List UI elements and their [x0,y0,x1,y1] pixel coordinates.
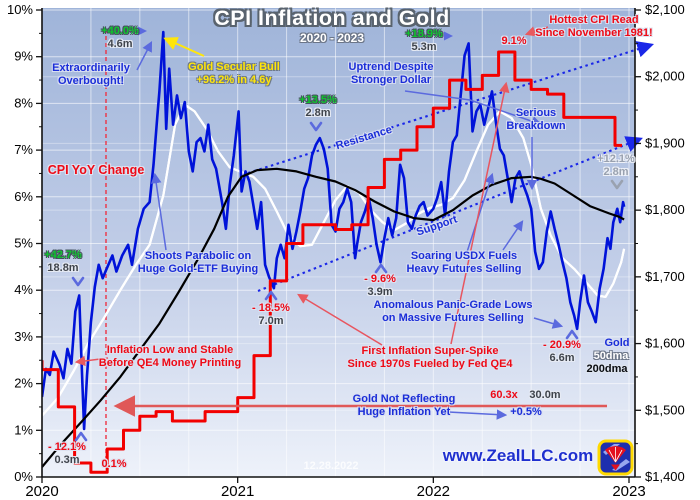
axis-tick-label: $1,800 [645,202,685,217]
annotation-arrow [151,172,167,251]
annotation-arrow [466,172,495,253]
axis-tick-label: $1,400 [645,469,685,484]
axis-tick-label: 10% [7,2,33,17]
axis-tick-label: 7% [14,142,33,157]
cpi-yoy-step-line [42,50,622,474]
annotation-arrow [404,90,543,127]
annotation-arrow [136,41,153,71]
pointer-icon [74,431,88,442]
pointer-icon [565,329,579,340]
gold-200dma-line [42,167,625,468]
axis-tick-label: $1,600 [645,336,685,351]
axis-tick-label: $1,900 [645,135,685,150]
axis-tick-label: 2023 [612,483,645,500]
annotation-arrow [297,293,383,346]
axis-tick-label: 2021 [221,483,254,500]
annotation-arrow [502,220,524,251]
support-trendline [257,136,643,292]
zeal-logo-icon[interactable] [597,439,634,476]
annotation-arrow [447,409,508,420]
axis-tick-label: 6% [14,189,33,204]
axis-tick-label: 5% [14,236,33,251]
annotation-arrow [450,81,510,345]
axis-tick-label: 3% [14,329,33,344]
pointer-icon [374,263,388,274]
axis-tick-label: 2020 [25,483,58,500]
annotation-arrow [74,355,109,367]
axis-tick-label: $1,700 [645,269,685,284]
pointer-icon [309,121,323,132]
pointer-icon [610,179,624,190]
axis-tick-label: 0% [14,469,33,484]
axis-tick-label: $1,500 [645,402,685,417]
pointer-icon [71,276,85,287]
gold-price-line [42,30,626,431]
axis-tick-label: 2% [14,376,33,391]
axis-tick-label: 4% [14,282,33,297]
axis-tick-label: 9% [14,49,33,64]
pointer-icon [264,290,278,301]
axis-tick-label: $2,000 [645,69,685,84]
axis-tick-label: 1% [14,422,33,437]
pointer-icon [444,31,453,41]
annotation-arrow [533,317,564,329]
axis-tick-label: 8% [14,95,33,110]
pointer-icon [138,26,147,36]
axis-tick-label: 2022 [417,483,450,500]
annotation-arrow [524,26,549,37]
series-layer [42,30,626,474]
annotation-arrow [163,37,205,57]
axis-tick-label: $2,100 [645,2,685,17]
